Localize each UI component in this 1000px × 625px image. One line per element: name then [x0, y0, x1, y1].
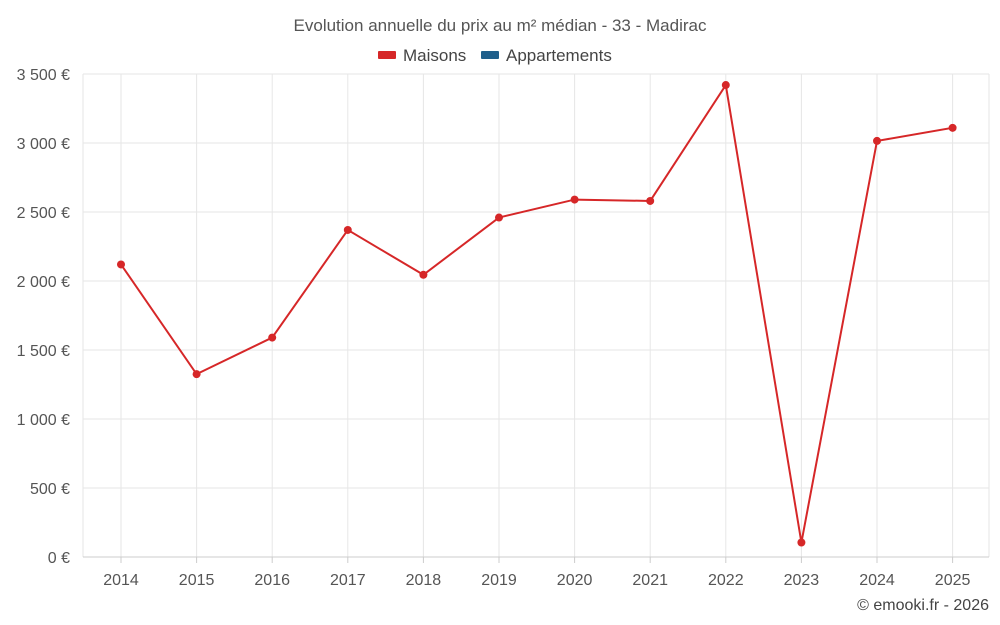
- data-point-maisons-2017[interactable]: [343, 225, 352, 234]
- x-tick-label: 2022: [708, 572, 744, 589]
- data-point-maisons-2019[interactable]: [495, 213, 503, 222]
- y-tick-label: 1 500 €: [17, 343, 70, 360]
- x-tick-label: 2025: [935, 572, 971, 589]
- axes: 0 € 500 € 1 000 € 1 500 € 2 000 € 2 500 € 3 00…: [17, 67, 990, 589]
- x-tick-label: 2021: [632, 572, 668, 589]
- y-tick-label: 0 €: [48, 550, 70, 567]
- series-line-maisons: [120, 82, 953, 543]
- credit-text: © emooki.fr - 2026: [857, 597, 989, 614]
- x-tick-label: 2017: [330, 572, 366, 589]
- legend-item-appartements[interactable]: Appartements: [481, 46, 612, 65]
- grid: [83, 73, 989, 557]
- data-point-maisons-2025[interactable]: [948, 123, 957, 132]
- x-tick-label: 2014: [103, 572, 139, 589]
- y-tick-label: 500 €: [30, 481, 70, 498]
- legend: Maisons Appartements: [378, 46, 612, 65]
- data-point-maisons-2023[interactable]: [797, 538, 806, 547]
- chart-title: Evolution annuelle du prix au m² médian …: [294, 16, 707, 35]
- y-tick-label: 2 000 €: [17, 274, 70, 291]
- data-point-maisons-2024[interactable]: [873, 136, 881, 145]
- data-point-maisons-2021[interactable]: [646, 196, 655, 205]
- y-tick-label: 2 500 €: [17, 205, 70, 222]
- data-point-maisons-2020[interactable]: [570, 195, 579, 204]
- legend-label-maisons: Maisons: [403, 46, 466, 65]
- data-point-maisons-2015[interactable]: [192, 370, 201, 379]
- y-tick-label: 1 000 €: [17, 412, 70, 429]
- x-tick-label: 2023: [784, 572, 820, 589]
- x-tick-label: 2018: [406, 572, 442, 589]
- x-tick-label: 2020: [557, 572, 593, 589]
- x-tick-label: 2015: [179, 572, 215, 589]
- data-point-maisons-2022[interactable]: [721, 81, 730, 90]
- x-tick-label: 2024: [859, 572, 895, 589]
- x-tick-label: 2019: [481, 572, 517, 589]
- series-area: [117, 81, 957, 547]
- y-tick-label: 3 500 €: [17, 67, 70, 84]
- legend-item-maisons[interactable]: Maisons: [378, 46, 466, 65]
- data-point-maisons-2016[interactable]: [268, 333, 277, 342]
- data-point-maisons-2014[interactable]: [117, 260, 125, 269]
- data-point-maisons-2018[interactable]: [419, 270, 428, 279]
- legend-swatch-maisons: [378, 51, 396, 59]
- legend-label-appartements: Appartements: [506, 46, 612, 65]
- y-tick-label: 3 000 €: [17, 136, 70, 153]
- x-tick-label: 2016: [254, 572, 290, 589]
- legend-swatch-appartements: [481, 51, 499, 59]
